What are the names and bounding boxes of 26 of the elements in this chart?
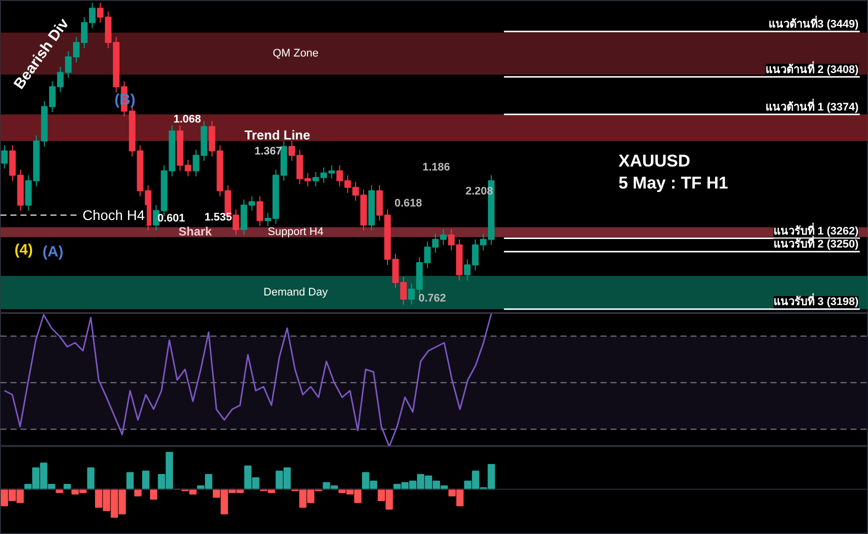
annotation: (A)	[42, 244, 64, 260]
band-label: QM Zone	[272, 48, 319, 60]
ref-line-label: Choch H4	[82, 207, 145, 224]
band-label: Demand Day	[264, 286, 328, 298]
annotation: 0.762	[418, 292, 446, 304]
text: XAUUSD	[618, 152, 690, 170]
ref-line-label: แนวรับที่ 2 (3250)	[773, 236, 859, 251]
ref-line-label: แนวต้านที่ 1 (3374)	[765, 98, 859, 114]
band-label: Support H4	[268, 226, 324, 238]
annotation: Trend Line	[244, 128, 310, 142]
annotation: 1.068	[174, 114, 202, 126]
bar	[150, 488, 158, 500]
annotation: (4)	[14, 242, 33, 258]
candlestick	[1, 144, 8, 170]
ref-line-label: แนวต้านที่3 (3449)	[768, 15, 859, 30]
bar	[87, 467, 94, 490]
annotation: Shark	[178, 224, 212, 238]
ref-line-label: แนวต้านที่ 2 (3408)	[765, 60, 859, 76]
text: 5 May : TF H1	[618, 174, 728, 192]
ref-line-label: แนวรับที่ 3 (3198)	[773, 293, 859, 308]
bar	[126, 472, 134, 490]
annotation: 0.618	[394, 198, 422, 210]
candlestick	[256, 196, 264, 227]
annotation: 1.186	[422, 162, 450, 174]
bar	[142, 470, 150, 490]
ref-line-label: แนวรับที่ 1 (3262)	[773, 222, 859, 238]
